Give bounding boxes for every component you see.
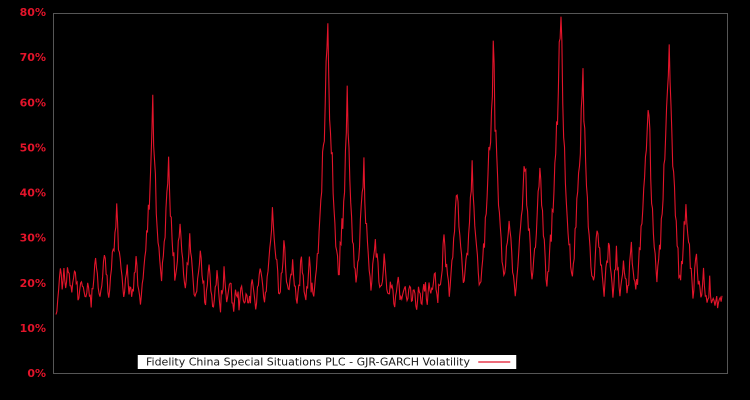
y-tick-70: 70% (20, 51, 46, 64)
y-tick-50: 50% (20, 141, 46, 154)
y-tick-0: 0% (27, 367, 46, 380)
legend-background (137, 355, 517, 369)
y-axis-tick-labels: 0% 10% 20% 30% 40% 50% 60% 70% 80% (20, 6, 46, 380)
plot-area-frame (53, 13, 728, 374)
y-tick-20: 20% (20, 277, 46, 290)
volatility-series-line (55, 16, 723, 315)
y-tick-40: 40% (20, 187, 46, 200)
y-tick-60: 60% (20, 96, 46, 109)
y-tick-10: 10% (20, 322, 46, 335)
legend-label: Fidelity China Special Situations PLC - … (146, 356, 471, 369)
y-tick-30: 30% (20, 232, 46, 245)
chart-legend[interactable]: Fidelity China Special Situations PLC - … (137, 355, 517, 369)
y-tick-80: 80% (20, 6, 46, 19)
series-group (55, 16, 723, 315)
